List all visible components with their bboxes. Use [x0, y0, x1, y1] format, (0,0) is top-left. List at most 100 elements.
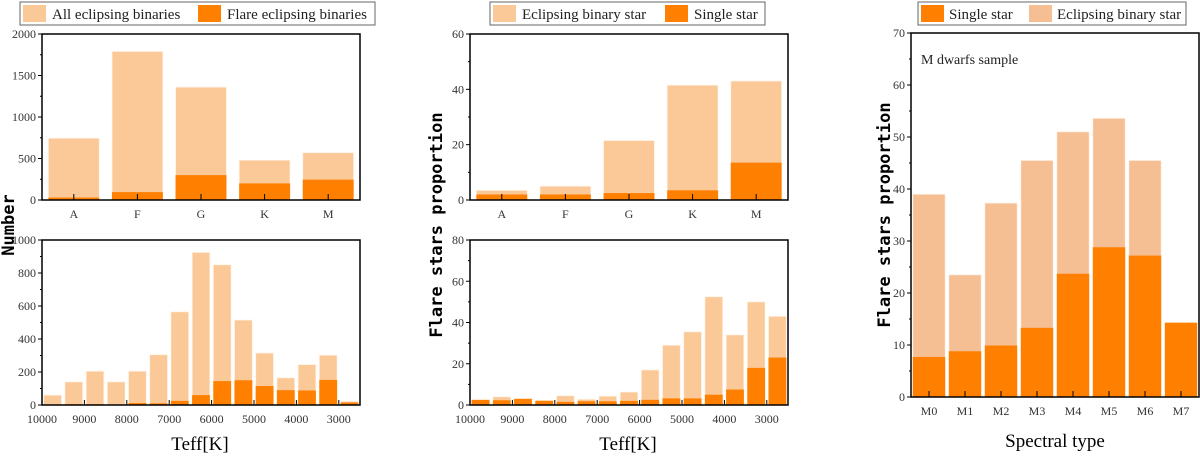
- x-tick-label: 8000: [543, 412, 567, 426]
- bar-dark: [298, 390, 316, 405]
- bar-dark: [683, 398, 702, 405]
- bar-light: [640, 369, 660, 406]
- x-tick-label: 3000: [327, 412, 351, 426]
- bar-dark: [1020, 327, 1054, 397]
- x-tick-label: A: [497, 207, 506, 221]
- bar-dark: [704, 394, 723, 405]
- y-tick-label: 60: [893, 78, 905, 92]
- y-tick-label: 60: [452, 27, 464, 41]
- x-tick-label: A: [69, 207, 78, 221]
- bar-dark: [768, 357, 787, 405]
- bar-dark: [149, 403, 168, 405]
- x-axis-label-middle: Teff[K]: [599, 434, 656, 455]
- x-tick-label: F: [134, 207, 141, 221]
- bar-dark: [471, 399, 490, 405]
- bar-dark: [641, 399, 660, 405]
- bar-dark: [620, 400, 638, 405]
- bar-dark: [319, 379, 338, 405]
- x-tick-label: 4000: [284, 412, 308, 426]
- y-tick-label: 60: [452, 274, 464, 288]
- panel-left-bottom: 0 200 400 600 800 1000 10000 9000 8000 7000 6000 50…: [12, 233, 361, 426]
- legend-label-single-star: Single star: [694, 7, 758, 23]
- bar-dark: [192, 395, 210, 405]
- x-tick-label: 5000: [242, 412, 266, 426]
- x-tick-label: G: [197, 207, 206, 221]
- x-tick-label: 7000: [157, 412, 181, 426]
- y-tick-label: 30: [893, 234, 905, 248]
- bar-dark: [128, 403, 147, 405]
- y-tick-label: 0: [458, 193, 464, 207]
- x-tick-label: G: [625, 207, 634, 221]
- y-tick-label: 20: [452, 138, 464, 152]
- bar-dark: [170, 400, 189, 405]
- y-tick-label: 1500: [12, 69, 36, 83]
- legend-middle: Eclipsing binary star Single star: [489, 1, 766, 26]
- y-tick-label: 400: [18, 332, 36, 346]
- legend-label-eclipsing-binary: Eclipsing binary star: [1057, 7, 1181, 23]
- bar-dark: [598, 401, 617, 405]
- y-axis-label-middle: Flare stars proportion: [427, 112, 447, 337]
- y-tick-label: 0: [899, 390, 905, 404]
- x-tick-label: 8000: [115, 412, 139, 426]
- y-tick-label: 40: [893, 182, 905, 196]
- x-tick-label: M: [323, 207, 334, 221]
- bar-dark: [577, 401, 596, 405]
- x-tick-label: M1: [957, 404, 974, 418]
- bar-light: [149, 354, 168, 406]
- y-axis-label-left: Number: [0, 194, 19, 255]
- x-tick-label: M: [751, 207, 762, 221]
- legend-label-flare-eclipsing: Flare eclipsing binaries: [227, 7, 367, 23]
- bar-light: [704, 296, 724, 406]
- bar-dark: [255, 386, 274, 405]
- x-tick-label: F: [562, 207, 569, 221]
- panel-right: 0 10 20 30 40 50 60 70 M0 M1 M2 M3 M4 M5 M6 M7: [893, 26, 1200, 418]
- y-tick-label: 40: [452, 316, 464, 330]
- y-tick-label: 600: [18, 299, 36, 313]
- bar-light: [170, 311, 190, 406]
- y-tick-label: 80: [452, 233, 464, 247]
- bar-light: [47, 137, 100, 201]
- x-axis-label-left: Teff[K]: [171, 434, 228, 455]
- x-tick-label: 3000: [755, 412, 779, 426]
- bar-light: [666, 84, 719, 201]
- legend-left: All eclipsing binaries Flare eclipsing b…: [19, 1, 376, 26]
- y-tick-label: 50: [893, 130, 905, 144]
- bar-light: [662, 344, 681, 406]
- bar-dark: [234, 380, 253, 405]
- bar-dark: [1128, 255, 1162, 397]
- panel-middle-top: 0 20 40 60 A F G K M: [452, 27, 789, 221]
- x-tick-label: M3: [1029, 404, 1046, 418]
- y-tick-label: 2000: [12, 27, 36, 41]
- bar-dark: [730, 162, 782, 200]
- x-tick-label: 9000: [500, 412, 524, 426]
- bar-dark: [662, 398, 681, 405]
- legend-label-eclipsing-binary: Eclipsing binary star: [522, 7, 646, 23]
- x-tick-label: M2: [993, 404, 1010, 418]
- y-tick-label: 0: [458, 398, 464, 412]
- y-tick-label: 1000: [12, 233, 36, 247]
- annotation-m-dwarfs: M dwarfs sample: [921, 53, 1018, 68]
- y-tick-label: 70: [893, 26, 905, 40]
- bar-light: [64, 381, 84, 406]
- y-tick-label: 500: [18, 152, 36, 166]
- bar-light: [85, 370, 105, 406]
- x-tick-label: 6000: [200, 412, 224, 426]
- x-tick-label: M6: [1137, 404, 1154, 418]
- legend-label-all-eclipsing: All eclipsing binaries: [52, 7, 180, 23]
- bar-dark: [239, 183, 291, 200]
- bar-dark: [514, 398, 532, 405]
- x-tick-label: 10000: [27, 412, 57, 426]
- bar-light: [683, 331, 702, 406]
- y-tick-label: 20: [893, 286, 905, 300]
- x-tick-label: K: [688, 207, 697, 221]
- panel-middle-bottom: 0 20 40 60 80 10000 9000 8000 7000 6000 5000 4000 30…: [452, 233, 789, 426]
- legend-label-single-star: Single star: [949, 7, 1013, 23]
- bar-dark: [535, 400, 554, 405]
- x-tick-label: 10000: [455, 412, 485, 426]
- x-tick-label: 5000: [670, 412, 694, 426]
- y-tick-label: 10: [893, 338, 905, 352]
- x-tick-label: 4000: [712, 412, 736, 426]
- y-tick-label: 20: [452, 357, 464, 371]
- bar-light: [603, 140, 655, 201]
